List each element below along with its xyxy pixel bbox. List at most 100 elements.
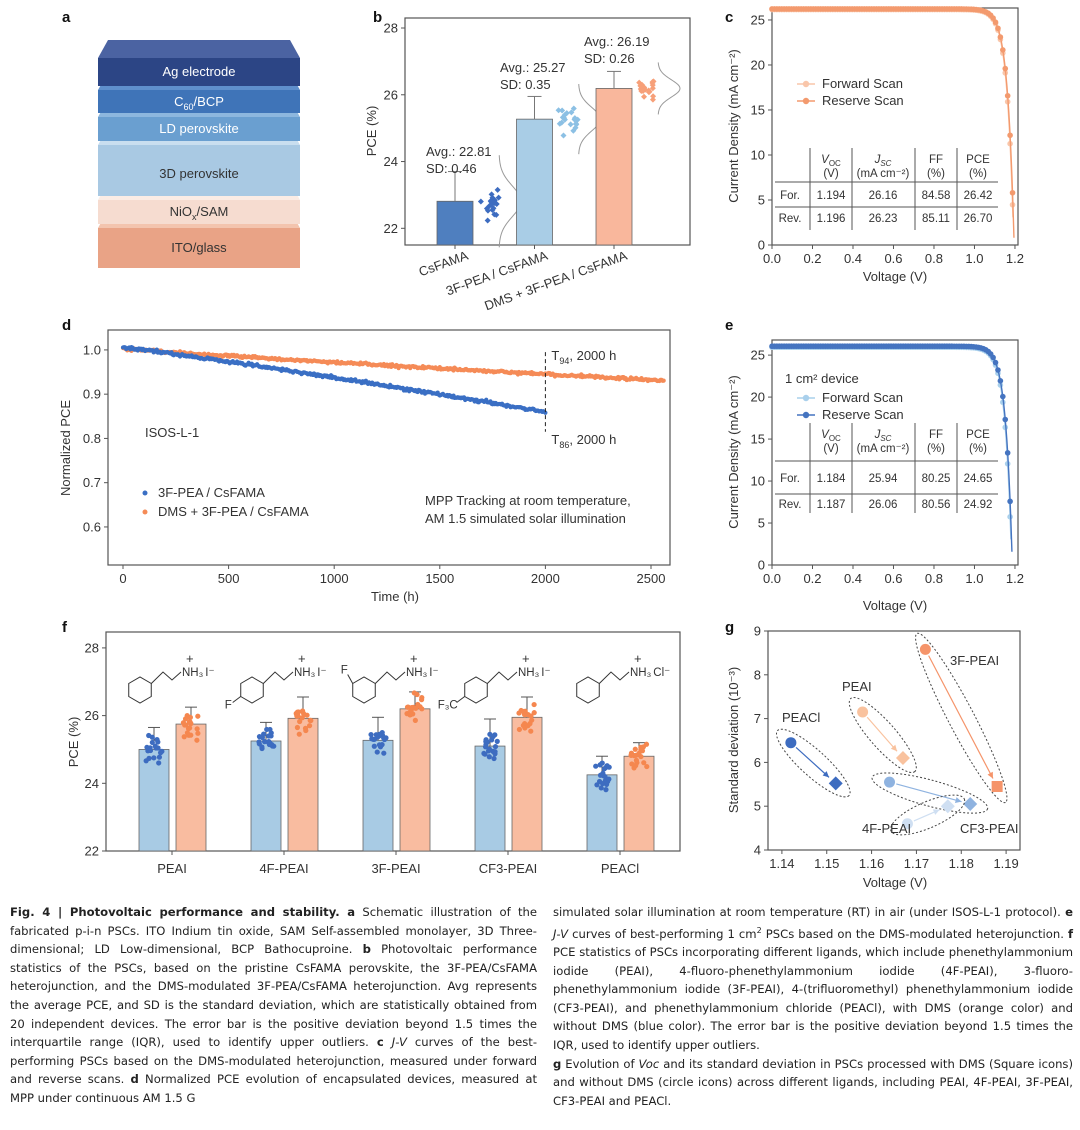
bar <box>250 740 282 852</box>
category-label: CF3-PEAI <box>479 861 538 876</box>
y-tick-label: 10 <box>751 147 765 162</box>
layer-label-subscript: 60 <box>184 102 194 112</box>
x-tick-label: 0.2 <box>803 251 821 266</box>
category-label: 3F-PEAI <box>371 861 420 876</box>
data-point <box>521 708 527 715</box>
ammonium-label: NH₃ I⁻ <box>182 667 215 679</box>
data-point <box>194 737 200 743</box>
caption-text: PSCs based on the DMS-modulated heteroju… <box>761 926 1068 941</box>
y-tick-label: 28 <box>384 21 398 36</box>
y-tick-label: 20 <box>751 57 765 72</box>
x-tick-label: 0.6 <box>884 571 902 586</box>
lifetime-symbol: T <box>551 432 559 447</box>
table-cell: 1.194 <box>817 190 846 202</box>
data-point <box>559 114 566 121</box>
cation-label: NH₃ <box>294 667 316 679</box>
panel-d-stability: 0.6 0.7 0.8 0.9 1.0 0 500 1000 1500 2000 2500 Time … <box>58 329 671 604</box>
data-point <box>408 707 414 713</box>
data-point <box>149 734 155 740</box>
average-annotation: Avg.: 22.81 <box>426 144 492 159</box>
cation-label: NH₃ <box>182 667 204 679</box>
data-point <box>482 751 488 757</box>
y-tick-label: 10 <box>751 474 765 489</box>
y-tick-label: 9 <box>754 624 761 639</box>
legend-label: DMS + 3F-PEA / CsFAMA <box>158 504 309 519</box>
table-header: VOC <box>821 429 841 443</box>
point-with-dms <box>895 751 910 766</box>
legend-marker <box>142 509 148 515</box>
jv-data-point <box>995 25 1001 32</box>
y-tick-label: 26 <box>85 708 99 723</box>
y-tick-label: 0.8 <box>83 431 101 446</box>
ethyl-chain <box>486 671 518 684</box>
data-point <box>601 766 607 772</box>
data-point <box>556 120 563 127</box>
x-tick-label: 1.2 <box>1006 251 1024 266</box>
group-label: CF3-PEAI <box>960 821 1019 836</box>
legend-label: Reserve Scan <box>822 93 904 108</box>
x-tick-label: 1.2 <box>1006 571 1024 586</box>
data-point <box>596 778 603 785</box>
group-label: 4F-PEAI <box>862 821 911 836</box>
data-point <box>568 109 575 116</box>
data-point <box>149 739 155 746</box>
y-tick-label: 25 <box>751 348 765 363</box>
conditions-label: AM 1.5 simulated solar illumination <box>425 511 626 526</box>
data-point <box>643 741 650 747</box>
arrow-head <box>932 809 940 815</box>
x-tick-label: 1.0 <box>965 251 983 266</box>
table-cell: 26.23 <box>869 213 898 225</box>
data-point <box>307 717 313 723</box>
header-subscript: OC <box>829 159 841 168</box>
table-header: JSC <box>874 429 892 443</box>
plot-frame <box>767 630 1021 851</box>
header-subscript: SC <box>880 434 891 443</box>
caption-column-2: simulated solar illumination at room tem… <box>553 903 1073 1110</box>
category-label: CsFAMA <box>417 248 471 280</box>
x-tick-label: 500 <box>218 571 240 586</box>
data-point <box>649 82 656 89</box>
caption-bold-text: f <box>1067 926 1073 941</box>
layer-label-text: ITO/glass <box>171 240 227 255</box>
jv-data-point <box>1004 92 1011 99</box>
data-point <box>570 127 577 134</box>
arrow-head <box>987 771 993 779</box>
charge-plus: + <box>522 651 530 666</box>
data-point <box>182 716 189 722</box>
y-tick-label: 28 <box>85 640 99 655</box>
bar <box>511 716 543 852</box>
layer-label: 3D perovskite <box>159 166 238 181</box>
data-point <box>266 733 272 739</box>
data-point <box>153 745 159 751</box>
table-cell: 26.16 <box>869 190 898 202</box>
anion-label: I⁻ <box>205 667 214 679</box>
caption-text: curves of the best-performing PSCs based… <box>10 1035 537 1087</box>
data-point <box>650 93 657 100</box>
bar <box>399 708 431 852</box>
charge-plus: + <box>634 651 642 666</box>
table-header: JSC <box>874 154 892 168</box>
shift-arrow <box>866 716 898 752</box>
caption-bold-text: g <box>553 1056 562 1071</box>
ethyl-chain <box>598 671 630 684</box>
benzene-ring <box>240 676 264 704</box>
jv-data-point <box>990 354 996 361</box>
group-label: PEACl <box>782 710 820 725</box>
sd-annotation: SD: 0.46 <box>426 161 477 176</box>
x-tick-label: 0.6 <box>884 251 902 266</box>
table-cell: 1.187 <box>817 499 846 511</box>
data-point <box>262 739 268 745</box>
layer-label-text: LD perovskite <box>159 121 238 136</box>
data-point <box>522 725 528 731</box>
protocol-label: ISOS-L-1 <box>145 425 199 440</box>
y-tick-label: 22 <box>384 221 398 236</box>
data-point <box>598 785 604 791</box>
data-point <box>194 726 200 732</box>
table-cell: 26.70 <box>964 213 993 225</box>
table-cell: 26.06 <box>869 499 898 511</box>
category-label: DMS + 3F-PEA / CsFAMA <box>482 248 629 314</box>
caption-text: J-V <box>553 926 569 941</box>
group-ellipse <box>915 632 1008 804</box>
table-header: PCE <box>966 429 990 441</box>
data-point <box>527 721 533 727</box>
